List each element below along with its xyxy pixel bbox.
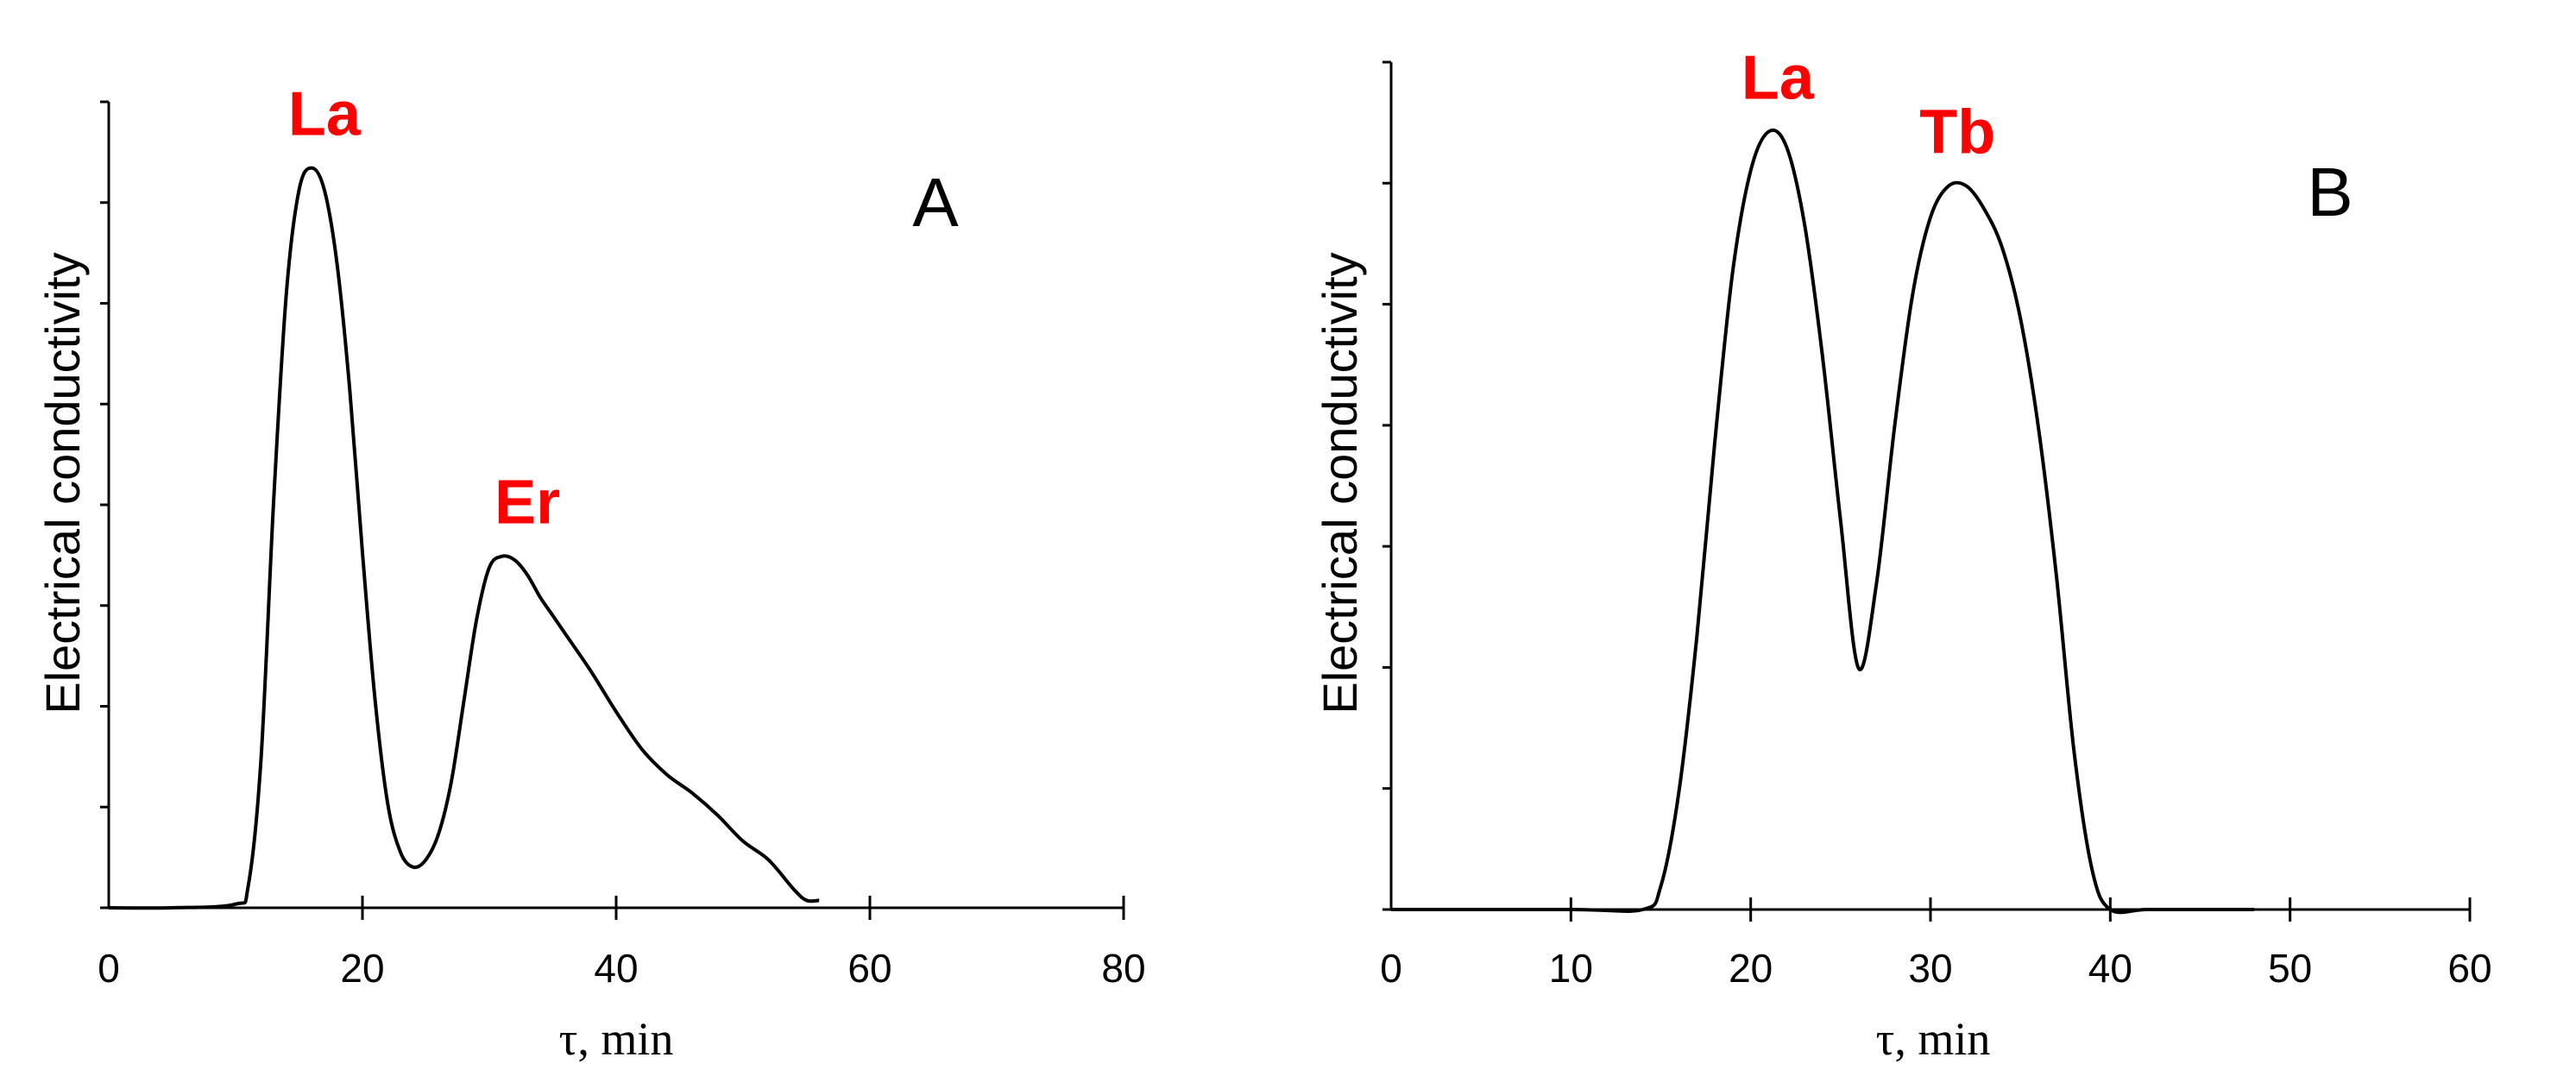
x-tick-label: 20 — [340, 946, 384, 991]
series-line — [108, 166, 820, 910]
panel-letter: B — [2307, 154, 2352, 230]
x-tick-label: 40 — [2088, 946, 2132, 991]
peak-label: La — [1741, 44, 1815, 113]
y-axis-title: Electrical conductivity — [35, 252, 90, 714]
series-line — [1391, 128, 2254, 915]
peak-label: Er — [494, 469, 560, 538]
peak-label: Tb — [1919, 98, 1995, 167]
x-tick-label: 0 — [98, 946, 120, 991]
x-axis-title: τ, min — [559, 1013, 674, 1065]
x-tick-label: 80 — [1101, 946, 1145, 991]
x-axis-title: τ, min — [1876, 1013, 1991, 1065]
x-tick-label: 60 — [847, 946, 891, 991]
chart-panel-b: 0 10 20 30 40 50 60 Electrical conductivity τ, m… — [1313, 44, 2492, 1065]
peak-label: La — [288, 80, 362, 149]
x-tick-label: 50 — [2268, 946, 2312, 991]
y-axis-title: Electrical conductivity — [1313, 252, 1367, 714]
x-tick-label: 30 — [1908, 946, 1952, 991]
x-tick-label: 10 — [1549, 946, 1593, 991]
x-tick-label: 60 — [2447, 946, 2491, 991]
x-tick-label: 20 — [1729, 946, 1773, 991]
x-tick-label: 0 — [1380, 946, 1402, 991]
panel-letter: A — [912, 164, 959, 241]
chart-panel-a: 0 20 40 60 80 Electrical conductivity τ, min A L… — [35, 80, 1146, 1065]
x-tick-label: 40 — [594, 946, 638, 991]
